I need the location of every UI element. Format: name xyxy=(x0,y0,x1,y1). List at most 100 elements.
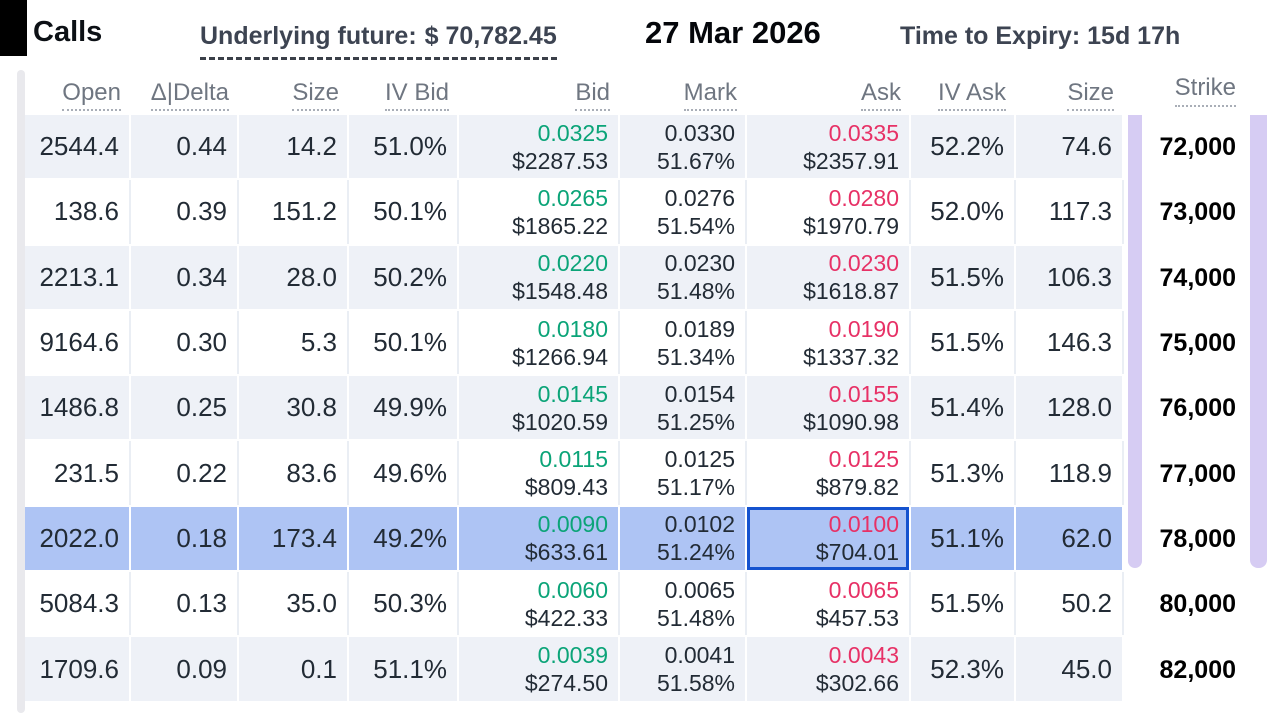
ask-cell[interactable]: 0.0065 $457.53 xyxy=(747,572,911,636)
bid-cell[interactable]: 0.0039 $274.50 xyxy=(459,637,620,701)
bid-cell[interactable]: 0.0145 $1020.59 xyxy=(459,376,620,440)
strike-cell[interactable]: 78,000 xyxy=(1146,506,1250,573)
ask-cell[interactable]: 0.0125 $879.82 xyxy=(747,441,911,505)
delta-value: 0.44 xyxy=(176,131,227,162)
iv-ask-value: 52.3% xyxy=(930,653,1004,684)
mark-cell[interactable]: 0.0065 51.48% xyxy=(620,572,747,636)
time-to-expiry-label: Time to Expiry: xyxy=(900,22,1081,50)
bid-price-value: 0.0180 xyxy=(537,315,608,342)
column-header-mark[interactable]: Mark xyxy=(620,79,747,115)
iv-ask-cell: 52.0% xyxy=(911,180,1016,244)
underlying-future-price[interactable]: Underlying future: $ 70,782.45 xyxy=(200,22,557,60)
option-row[interactable]: 1486.8 0.25 30.8 49.9% 0.0145 $1020.59 0… xyxy=(25,376,1124,442)
delta-value: 0.30 xyxy=(176,327,227,358)
mark-cell[interactable]: 0.0189 51.34% xyxy=(620,310,747,375)
bid-cell[interactable]: 0.0060 $422.33 xyxy=(459,572,620,636)
strike-cell[interactable]: 75,000 xyxy=(1146,310,1250,377)
column-header-ask[interactable]: Ask xyxy=(747,79,911,115)
bid-size-value: 83.6 xyxy=(286,457,337,488)
column-header-bid[interactable]: Bid xyxy=(459,79,620,115)
expiry-date: 27 Mar 2026 xyxy=(645,15,821,50)
column-header-iv-ask[interactable]: IV Ask xyxy=(911,79,1016,115)
strike-cell[interactable]: 80,000 xyxy=(1146,572,1250,638)
bid-cell[interactable]: 0.0220 $1548.48 xyxy=(459,245,620,309)
bid-cell[interactable]: 0.0265 $1865.22 xyxy=(459,180,620,244)
open-interest-value: 1709.6 xyxy=(39,653,119,684)
option-row[interactable]: 1709.6 0.09 0.1 51.1% 0.0039 $274.50 0.0… xyxy=(25,637,1124,703)
bid-usd-value: $1266.94 xyxy=(512,343,608,370)
strike-cell[interactable]: 72,000 xyxy=(1146,115,1250,181)
ask-cell[interactable]: 0.0190 $1337.32 xyxy=(747,310,911,375)
ask-cell[interactable]: 0.0280 $1970.79 xyxy=(747,180,911,244)
ask-price-value: 0.0043 xyxy=(828,642,899,669)
ask-size-value: 117.3 xyxy=(1048,196,1112,227)
iv-ask-value: 51.4% xyxy=(930,392,1004,423)
option-row[interactable]: 231.5 0.22 83.6 49.6% 0.0115 $809.43 0.0… xyxy=(25,441,1124,507)
mark-price-value: 0.0330 xyxy=(664,119,735,146)
column-header-iv-bid[interactable]: IV Bid xyxy=(349,79,459,115)
ask-cell[interactable]: 0.0100 $704.01 xyxy=(747,506,911,571)
ask-usd-value: $879.82 xyxy=(815,474,899,501)
strike-cell[interactable]: 77,000 xyxy=(1146,441,1250,507)
ask-cell[interactable]: 0.0230 $1618.87 xyxy=(747,245,911,309)
bid-size-value: 35.0 xyxy=(286,588,337,619)
bid-size-cell: 83.6 xyxy=(239,441,349,505)
column-header-strike[interactable]: Strike xyxy=(1146,62,1250,115)
column-header-ask-size[interactable]: Size xyxy=(1016,79,1124,115)
bid-cell[interactable]: 0.0325 $2287.53 xyxy=(459,115,620,179)
open-interest-value: 231.5 xyxy=(53,457,119,488)
mark-iv-value: 51.17% xyxy=(656,474,735,501)
mark-price-value: 0.0065 xyxy=(664,576,735,603)
bid-cell[interactable]: 0.0180 $1266.94 xyxy=(459,310,620,375)
ask-size-cell: 45.0 xyxy=(1016,637,1124,701)
column-header-row: Open Δ|Delta Size IV Bid Bid Mark Ask IV… xyxy=(25,62,1124,115)
strike-cell[interactable]: 76,000 xyxy=(1146,376,1250,442)
column-header-open[interactable]: Open xyxy=(25,79,131,115)
strike-cell[interactable]: 74,000 xyxy=(1146,245,1250,311)
iv-ask-cell: 51.4% xyxy=(911,376,1016,440)
ask-size-cell: 117.3 xyxy=(1016,180,1124,244)
mark-cell[interactable]: 0.0276 51.54% xyxy=(620,180,747,244)
strike-cell[interactable]: 82,000 xyxy=(1146,637,1250,703)
bid-usd-value: $633.61 xyxy=(524,539,608,566)
bid-size-value: 151.2 xyxy=(271,196,337,227)
ask-cell[interactable]: 0.0155 $1090.98 xyxy=(747,376,911,440)
iv-ask-value: 52.0% xyxy=(930,196,1004,227)
bid-size-cell: 28.0 xyxy=(239,245,349,309)
option-row[interactable]: 2213.1 0.34 28.0 50.2% 0.0220 $1548.48 0… xyxy=(25,245,1124,311)
ask-price-value: 0.0125 xyxy=(828,446,899,473)
delta-cell: 0.44 xyxy=(131,115,239,179)
delta-value: 0.25 xyxy=(176,392,227,423)
delta-value: 0.13 xyxy=(176,588,227,619)
iv-bid-cell: 50.1% xyxy=(349,180,459,244)
right-scroll-bar[interactable] xyxy=(1250,115,1267,568)
mark-cell[interactable]: 0.0330 51.67% xyxy=(620,115,747,179)
bid-cell[interactable]: 0.0090 $633.61 xyxy=(459,506,620,571)
option-row[interactable]: 2022.0 0.18 173.4 49.2% 0.0090 $633.61 0… xyxy=(25,506,1124,573)
mark-cell[interactable]: 0.0102 51.24% xyxy=(620,506,747,571)
ask-usd-value: $1618.87 xyxy=(803,278,899,305)
ask-price-value: 0.0280 xyxy=(828,184,899,211)
mark-cell[interactable]: 0.0154 51.25% xyxy=(620,376,747,440)
option-row[interactable]: 138.6 0.39 151.2 50.1% 0.0265 $1865.22 0… xyxy=(25,180,1124,246)
option-row[interactable]: 9164.6 0.30 5.3 50.1% 0.0180 $1266.94 0.… xyxy=(25,310,1124,377)
bid-cell[interactable]: 0.0115 $809.43 xyxy=(459,441,620,505)
bid-size-cell: 14.2 xyxy=(239,115,349,179)
mark-cell[interactable]: 0.0041 51.58% xyxy=(620,637,747,701)
iv-ask-value: 51.5% xyxy=(930,261,1004,292)
iv-bid-value: 50.1% xyxy=(373,196,447,227)
ask-cell[interactable]: 0.0335 $2357.91 xyxy=(747,115,911,179)
mark-cell[interactable]: 0.0230 51.48% xyxy=(620,245,747,309)
ask-price-value: 0.0190 xyxy=(828,315,899,342)
option-row[interactable]: 5084.3 0.13 35.0 50.3% 0.0060 $422.33 0.… xyxy=(25,572,1124,638)
ask-usd-value: $302.66 xyxy=(815,670,899,697)
option-row[interactable]: 2544.4 0.44 14.2 51.0% 0.0325 $2287.53 0… xyxy=(25,115,1124,181)
bid-size-cell: 5.3 xyxy=(239,310,349,375)
column-header-bid-size[interactable]: Size xyxy=(239,79,349,115)
mark-iv-value: 51.58% xyxy=(656,670,735,697)
ask-cell[interactable]: 0.0043 $302.66 xyxy=(747,637,911,701)
mark-cell[interactable]: 0.0125 51.17% xyxy=(620,441,747,505)
mark-price-value: 0.0102 xyxy=(664,511,735,538)
column-header-delta[interactable]: Δ|Delta xyxy=(131,79,239,115)
strike-cell[interactable]: 73,000 xyxy=(1146,180,1250,246)
